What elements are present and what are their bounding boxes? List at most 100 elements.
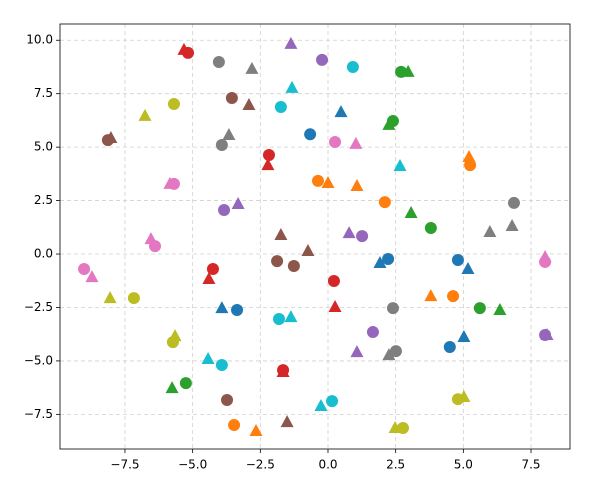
triangle-point xyxy=(202,272,216,285)
circle-point xyxy=(356,230,369,243)
triangle-point xyxy=(284,36,298,49)
circle-point xyxy=(464,159,477,172)
circle-point xyxy=(228,419,241,432)
triangle-point xyxy=(177,42,191,55)
x-tick-label: 7.5 xyxy=(521,458,540,472)
y-tick-label: −7.5 xyxy=(24,407,53,421)
circle-point xyxy=(447,290,460,303)
circle-point xyxy=(382,252,395,265)
y-tick-label: 10.0 xyxy=(26,33,53,47)
y-tick-label: −2.5 xyxy=(24,300,53,314)
circle-point xyxy=(378,196,391,209)
triangle-point xyxy=(538,250,552,263)
triangle-point xyxy=(215,301,229,314)
triangle-point xyxy=(301,244,315,257)
circle-point xyxy=(272,313,285,326)
triangle-point xyxy=(242,98,256,111)
circle-point xyxy=(329,136,342,149)
triangle-point xyxy=(373,256,387,269)
triangle-point xyxy=(493,303,507,316)
triangle-point xyxy=(540,328,554,341)
circle-point xyxy=(262,149,275,162)
x-tick-label: 2.5 xyxy=(386,458,405,472)
triangle-point xyxy=(314,399,328,412)
triangle-point xyxy=(483,225,497,238)
triangle-point xyxy=(349,136,363,149)
triangle-point xyxy=(404,205,418,218)
y-tick-label: 2.5 xyxy=(34,193,53,207)
circle-point xyxy=(316,53,329,66)
triangle-point xyxy=(165,381,179,394)
triangle-point xyxy=(284,310,298,323)
triangle-point xyxy=(274,228,288,241)
circle-point xyxy=(443,341,456,354)
circle-point xyxy=(451,254,464,267)
circle-point xyxy=(386,302,399,315)
circle-point xyxy=(225,91,238,104)
triangle-point xyxy=(103,291,117,304)
circle-point xyxy=(311,174,324,187)
circle-point xyxy=(274,100,287,113)
triangle-point xyxy=(163,176,177,189)
triangle-point xyxy=(461,261,475,274)
circle-point xyxy=(424,221,437,234)
triangle-point xyxy=(168,329,182,342)
circle-point xyxy=(389,345,402,358)
triangle-point xyxy=(382,117,396,130)
circle-point xyxy=(326,395,339,408)
x-tick-label: −5.0 xyxy=(178,458,207,472)
triangle-point xyxy=(334,105,348,118)
triangle-point xyxy=(401,64,415,77)
triangle-point xyxy=(350,345,364,358)
circle-point xyxy=(507,196,520,209)
circle-point xyxy=(221,394,234,407)
triangle-point xyxy=(245,61,259,74)
x-tick-label: 5.0 xyxy=(454,458,473,472)
triangle-point xyxy=(231,197,245,210)
mark-layer xyxy=(78,36,554,437)
triangle-point xyxy=(388,421,402,434)
circle-point xyxy=(212,56,225,69)
circle-point xyxy=(215,139,228,152)
x-tick-label: 0.0 xyxy=(318,458,337,472)
triangle-point xyxy=(321,176,335,189)
circle-point xyxy=(271,255,284,268)
triangle-point xyxy=(342,226,356,239)
triangle-point xyxy=(280,415,294,428)
triangle-point xyxy=(424,289,438,302)
circle-point xyxy=(304,128,317,141)
triangle-point xyxy=(144,232,158,245)
y-tick-label: −5.0 xyxy=(24,353,53,367)
triangle-point xyxy=(328,300,342,313)
circle-point xyxy=(346,60,359,73)
triangle-point xyxy=(457,390,471,403)
circle-point xyxy=(231,304,244,317)
triangle-point xyxy=(505,219,519,232)
circle-point xyxy=(78,262,91,275)
circle-point xyxy=(206,262,219,275)
circle-point xyxy=(215,358,228,371)
triangle-point xyxy=(104,130,118,143)
y-tick-label: 0.0 xyxy=(34,247,53,261)
triangle-point xyxy=(261,158,275,171)
grid-layer xyxy=(60,24,570,449)
triangle-point xyxy=(249,424,263,437)
x-tick-label: −2.5 xyxy=(246,458,275,472)
triangle-point xyxy=(393,158,407,171)
triangle-point xyxy=(201,351,215,364)
plot-frame xyxy=(59,23,571,450)
triangle-point xyxy=(457,329,471,342)
triangle-point xyxy=(285,80,299,93)
circle-point xyxy=(179,377,192,390)
y-tick-label: 5.0 xyxy=(34,140,53,154)
circle-point xyxy=(327,274,340,287)
triangle-point xyxy=(138,108,152,121)
triangle-point xyxy=(276,365,290,378)
x-tick-label: −7.5 xyxy=(110,458,139,472)
triangle-point xyxy=(222,127,236,140)
triangle-point xyxy=(350,179,364,192)
y-tick-label: 7.5 xyxy=(34,86,53,100)
triangle-point xyxy=(382,348,396,361)
